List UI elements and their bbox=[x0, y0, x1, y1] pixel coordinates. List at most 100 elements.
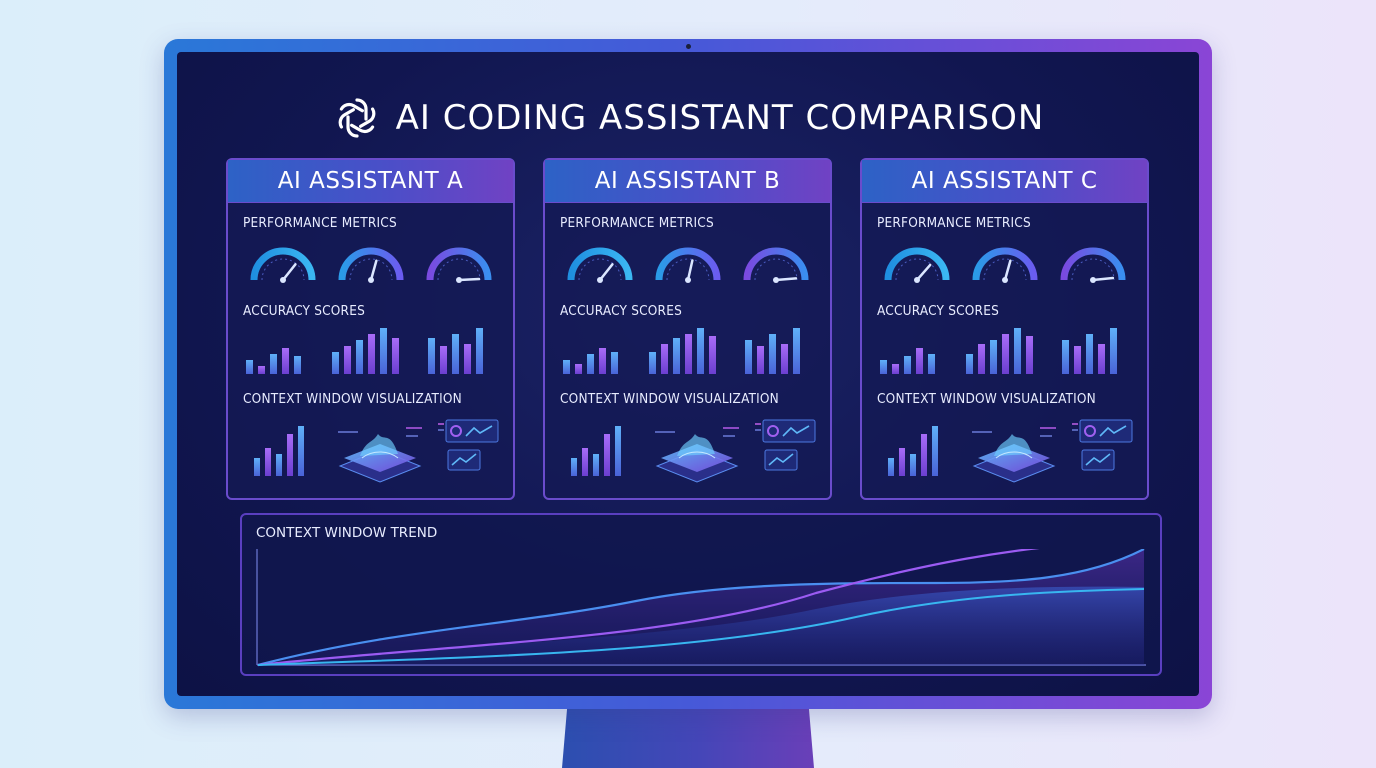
accuracy-bar bbox=[332, 352, 339, 374]
context-mini-bar-chart bbox=[571, 424, 627, 476]
context-bar bbox=[899, 448, 905, 476]
accuracy-bar-group bbox=[563, 326, 623, 374]
accuracy-bar bbox=[246, 360, 253, 374]
context-bar bbox=[910, 454, 916, 476]
accuracy-bar bbox=[464, 344, 471, 374]
context-mini-cards bbox=[438, 418, 500, 482]
accuracy-bar bbox=[673, 338, 680, 374]
title-bar: AI CODING ASSISTANT COMPARISON bbox=[177, 88, 1199, 148]
accuracy-bar bbox=[282, 348, 289, 374]
context-bar bbox=[571, 458, 577, 476]
trend-chart bbox=[256, 549, 1146, 667]
accuracy-scores-label: ACCURACY SCORES bbox=[243, 303, 365, 319]
accuracy-bar bbox=[966, 354, 973, 374]
accuracy-bar bbox=[611, 352, 618, 374]
accuracy-bar bbox=[1014, 328, 1021, 374]
accuracy-bar bbox=[1002, 334, 1009, 374]
gauge-icon bbox=[565, 240, 635, 290]
assistant-card-a[interactable]: AI ASSISTANT A PERFORMANCE METRICS ACCUR… bbox=[226, 158, 515, 500]
accuracy-bar bbox=[697, 328, 704, 374]
context-bar bbox=[888, 458, 894, 476]
gauge-icon bbox=[248, 240, 318, 290]
context-bar bbox=[593, 454, 599, 476]
accuracy-bar bbox=[356, 340, 363, 374]
performance-metrics-label: PERFORMANCE METRICS bbox=[560, 215, 714, 231]
context-window-label: CONTEXT WINDOW VISUALIZATION bbox=[560, 391, 779, 407]
context-mini-bar-chart bbox=[254, 424, 310, 476]
accuracy-bar bbox=[928, 354, 935, 374]
accuracy-bar-group bbox=[649, 326, 721, 374]
accuracy-bar-group bbox=[966, 326, 1038, 374]
gauge-icon bbox=[653, 240, 723, 290]
context-mini-bar-chart bbox=[888, 424, 944, 476]
gauge-icon bbox=[424, 240, 494, 290]
context-mini-cards bbox=[1072, 418, 1134, 482]
openai-logo-icon bbox=[332, 93, 382, 143]
accuracy-bar-chart bbox=[880, 326, 1136, 374]
accuracy-bar bbox=[380, 328, 387, 374]
context-window-trend-panel: CONTEXT WINDOW TREND bbox=[240, 513, 1162, 676]
accuracy-bar bbox=[1098, 344, 1105, 374]
context-bar bbox=[287, 434, 293, 476]
accuracy-bar-group bbox=[246, 326, 306, 374]
accuracy-scores-label: ACCURACY SCORES bbox=[877, 303, 999, 319]
accuracy-bar bbox=[258, 366, 265, 374]
accuracy-bar bbox=[344, 346, 351, 374]
accuracy-bar bbox=[978, 344, 985, 374]
accuracy-bar-group bbox=[1062, 326, 1122, 374]
context-mini-cards bbox=[755, 418, 817, 482]
context-window-visualization bbox=[248, 418, 500, 490]
trend-line-blue bbox=[257, 549, 1145, 667]
gauge-icon bbox=[741, 240, 811, 290]
context-bar bbox=[932, 426, 938, 476]
assistant-card-c[interactable]: AI ASSISTANT C PERFORMANCE METRICS ACCUR… bbox=[860, 158, 1149, 500]
trend-label: CONTEXT WINDOW TREND bbox=[256, 525, 438, 541]
monitor-stand bbox=[562, 709, 814, 768]
accuracy-bar bbox=[709, 336, 716, 374]
accuracy-bar bbox=[880, 360, 887, 374]
accuracy-bar bbox=[587, 354, 594, 374]
accuracy-bar bbox=[685, 334, 692, 374]
accuracy-bar bbox=[270, 354, 277, 374]
context-bar bbox=[582, 448, 588, 476]
context-window-label: CONTEXT WINDOW VISUALIZATION bbox=[243, 391, 462, 407]
accuracy-bar bbox=[769, 334, 776, 374]
gauge-icon bbox=[970, 240, 1040, 290]
performance-gauges bbox=[882, 240, 1132, 286]
context-bar bbox=[615, 426, 621, 476]
assistant-card-b[interactable]: AI ASSISTANT B PERFORMANCE METRICS ACCUR… bbox=[543, 158, 832, 500]
gauge-icon bbox=[336, 240, 406, 290]
accuracy-bar bbox=[781, 344, 788, 374]
context-bar bbox=[298, 426, 304, 476]
performance-gauges bbox=[565, 240, 815, 286]
accuracy-bar bbox=[476, 328, 483, 374]
accuracy-bar bbox=[368, 334, 375, 374]
context-window-label: CONTEXT WINDOW VISUALIZATION bbox=[877, 391, 1096, 407]
webcam bbox=[686, 44, 691, 49]
performance-metrics-label: PERFORMANCE METRICS bbox=[243, 215, 397, 231]
page-title: AI CODING ASSISTANT COMPARISON bbox=[395, 98, 1045, 138]
dashboard-screen: AI CODING ASSISTANT COMPARISON AI ASSIST… bbox=[177, 52, 1199, 696]
accuracy-bar-group bbox=[880, 326, 940, 374]
accuracy-bar bbox=[428, 338, 435, 374]
accuracy-bar bbox=[1086, 334, 1093, 374]
accuracy-bar-chart bbox=[246, 326, 502, 374]
gauge-icon bbox=[882, 240, 952, 290]
accuracy-bar bbox=[1026, 336, 1033, 374]
accuracy-bar-group bbox=[332, 326, 404, 374]
accuracy-bar bbox=[745, 340, 752, 374]
context-bar bbox=[921, 434, 927, 476]
context-3d-platform-icon bbox=[966, 410, 1062, 496]
card-title: AI ASSISTANT A bbox=[228, 160, 513, 203]
accuracy-bar bbox=[904, 356, 911, 374]
context-bar bbox=[254, 458, 260, 476]
accuracy-bar bbox=[892, 364, 899, 374]
accuracy-bar-chart bbox=[563, 326, 819, 374]
accuracy-bar bbox=[392, 338, 399, 374]
accuracy-bar-group bbox=[428, 326, 488, 374]
context-3d-platform-icon bbox=[332, 410, 428, 496]
context-bar bbox=[265, 448, 271, 476]
trend-line-purple bbox=[257, 549, 1040, 667]
accuracy-scores-label: ACCURACY SCORES bbox=[560, 303, 682, 319]
accuracy-bar bbox=[757, 346, 764, 374]
